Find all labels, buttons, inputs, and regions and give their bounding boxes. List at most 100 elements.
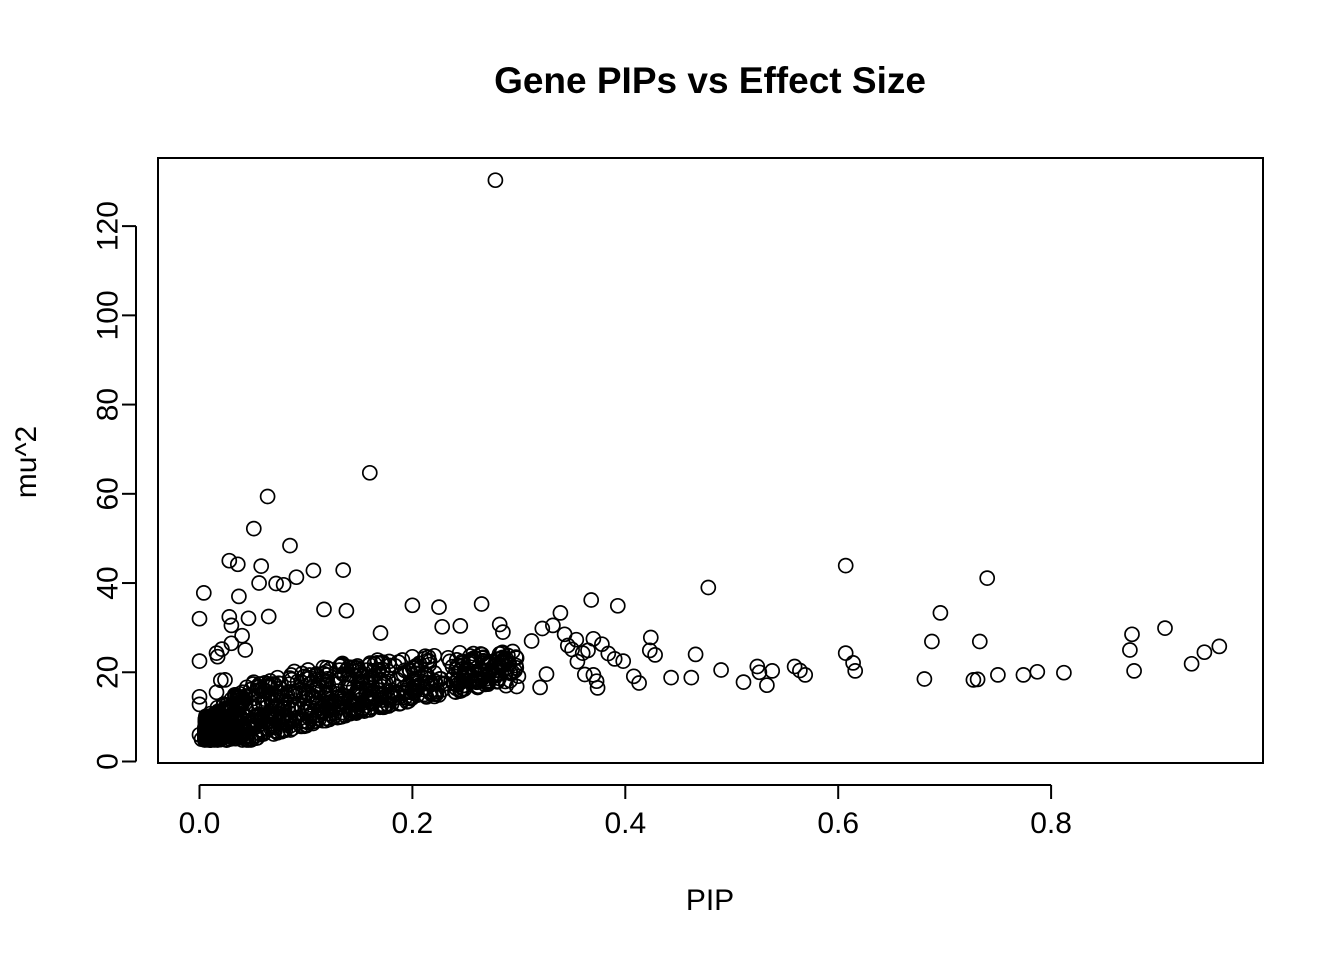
data-point: [404, 690, 420, 706]
data-point: [545, 617, 561, 634]
data-point: [301, 667, 318, 683]
x-tick-label: 0.8: [1030, 807, 1072, 840]
chart-title: Gene PIPs vs Effect Size: [494, 60, 926, 101]
y-tick-label: 40: [92, 566, 125, 599]
data-point: [473, 596, 490, 612]
data-point: [1183, 655, 1200, 672]
data-point: [342, 675, 358, 692]
data-point: [971, 633, 988, 650]
data-point: [252, 713, 269, 730]
data-point: [523, 633, 540, 649]
data-point: [498, 651, 515, 668]
data-point: [663, 669, 679, 686]
data-point: [417, 665, 434, 682]
data-point: [683, 669, 700, 686]
data-point: [361, 464, 378, 481]
data-point: [245, 520, 262, 537]
data-point: [371, 672, 387, 688]
data-point: [576, 666, 593, 683]
x-axis: 0.0 0.2 0.4 0.6 0.8: [179, 784, 1072, 840]
data-point: [326, 705, 343, 722]
data-point: [243, 711, 260, 728]
data-point: [427, 673, 443, 690]
data-point: [223, 617, 240, 634]
data-point: [251, 676, 268, 692]
data-point: [352, 666, 368, 683]
data-point: [191, 688, 208, 705]
data-point: [237, 642, 254, 658]
data-point: [647, 647, 663, 663]
data-point: [489, 673, 506, 690]
data-point: [335, 562, 352, 578]
data-point: [240, 610, 257, 627]
x-tick-label: 0.0: [179, 807, 221, 840]
data-point: [260, 608, 277, 625]
data-point: [532, 679, 548, 696]
data-point: [273, 723, 290, 740]
data-point: [233, 696, 250, 712]
data-point: [924, 633, 940, 650]
data-point: [837, 645, 854, 661]
data-point: [406, 680, 423, 696]
data-point: [1122, 642, 1138, 658]
data-point: [642, 629, 659, 646]
data-point: [234, 627, 250, 644]
data-point: [406, 658, 423, 675]
x-tick-label: 0.6: [817, 807, 859, 840]
data-point: [495, 624, 511, 640]
data-point: [568, 631, 585, 648]
data-point: [449, 672, 466, 689]
data-point: [251, 575, 267, 591]
data-point: [786, 658, 803, 675]
data-point: [213, 724, 230, 741]
data-point: [191, 653, 208, 669]
data-point: [305, 562, 322, 579]
data-point: [845, 655, 861, 671]
data-point: [354, 674, 371, 691]
data-point: [267, 722, 283, 739]
y-tick-label: 120: [92, 201, 125, 251]
data-point: [641, 642, 658, 659]
data-point: [448, 652, 465, 668]
data-point: [231, 588, 247, 605]
data-point: [588, 673, 605, 690]
y-axis: 0 20 40 60 80 100 120: [92, 201, 137, 770]
data-point: [498, 677, 514, 694]
plot-frame: [157, 157, 1264, 764]
data-point: [350, 684, 367, 701]
data-point: [316, 601, 332, 618]
data-point: [969, 671, 986, 688]
data-point: [491, 616, 508, 633]
data-point: [1126, 663, 1142, 679]
data-point: [434, 618, 451, 635]
data-point: [318, 676, 335, 693]
data-point: [609, 597, 626, 614]
data-point: [333, 689, 350, 705]
data-point: [473, 671, 490, 688]
data-point: [259, 488, 276, 505]
data-point: [229, 688, 246, 704]
y-tick-label: 100: [92, 290, 125, 340]
data-point: [373, 655, 390, 671]
data-point: [317, 695, 334, 711]
data-point: [1029, 663, 1046, 680]
data-point: [837, 557, 854, 574]
data-point: [221, 552, 238, 569]
data-point: [1196, 644, 1213, 661]
data-point: [360, 701, 377, 718]
data-point: [396, 662, 413, 679]
data-point: [217, 672, 233, 688]
data-point: [443, 671, 460, 688]
x-tick-label: 0.4: [604, 807, 646, 840]
data-point: [764, 663, 781, 679]
data-point: [399, 693, 415, 710]
data-point: [589, 680, 606, 696]
data-point: [275, 576, 292, 593]
data-point: [452, 618, 469, 634]
data-point: [279, 711, 295, 727]
data-point: [615, 653, 632, 669]
y-tick-label: 80: [92, 388, 125, 421]
data-point: [191, 610, 208, 627]
data-point: [362, 670, 379, 686]
